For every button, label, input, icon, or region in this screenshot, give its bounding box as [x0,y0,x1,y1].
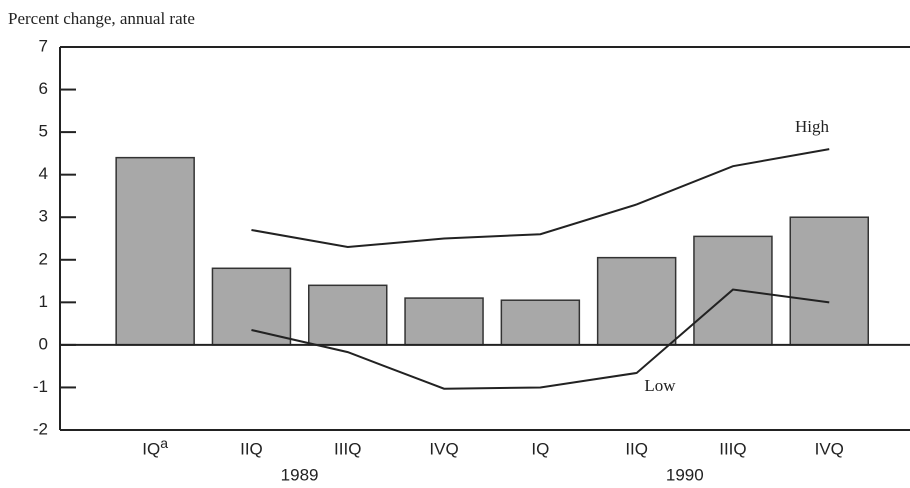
y-tick-label: -2 [33,419,48,438]
x-tick-label: IQ [531,439,549,458]
y-tick-label: 4 [39,164,48,183]
line-series [251,148,830,249]
y-axis-label: Percent change, annual rate [8,9,195,28]
x-tick-label: IIQ [240,439,263,458]
x-tick-label: IQa [142,435,168,459]
bar [404,297,484,346]
year-label: 1990 [666,465,704,484]
x-tick-label: IVQ [815,439,844,458]
y-tick-label: -1 [33,377,48,396]
bar [596,256,677,346]
y-tick-label: 2 [39,249,48,268]
bar [308,284,388,346]
bar [211,267,292,346]
bar [500,299,581,346]
x-tick-label: IIIQ [719,439,746,458]
y-tick-label: 1 [39,292,48,311]
y-tick-label: 0 [39,334,48,353]
x-tick-label: IIQ [625,439,648,458]
y-tick-label: 6 [39,79,48,98]
bar [115,156,195,346]
x-tick-label: IIIQ [334,439,361,458]
y-tick-label: 5 [39,122,48,141]
series-label: High [795,117,830,136]
footnote-marker: a [160,435,168,451]
line-series [251,288,830,390]
series-label: Low [644,376,676,395]
year-label: 1989 [281,465,319,484]
y-tick-label: 3 [39,207,48,226]
x-tick-label: IVQ [429,439,458,458]
y-tick-label: 7 [39,36,48,55]
bar [789,216,869,346]
